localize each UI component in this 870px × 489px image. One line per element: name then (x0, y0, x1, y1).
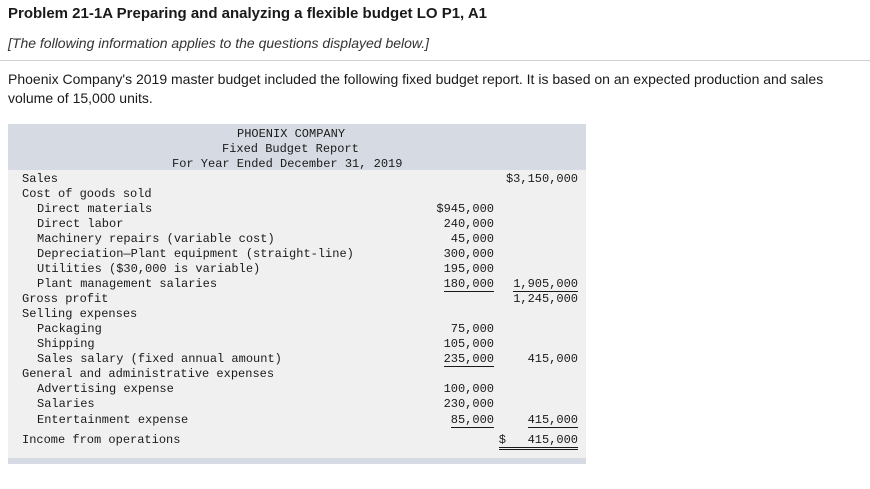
report-row: Shipping 105,000 (8, 337, 586, 352)
row-label: Packaging (37, 322, 102, 336)
section-divider (0, 60, 870, 61)
report-footer-bar (8, 458, 586, 464)
row-amount: 230,000 (443, 397, 494, 411)
report-name: Fixed Budget Report (222, 142, 359, 156)
report-row: Plant management salaries 180,000 1,905,… (8, 277, 586, 292)
row-label: Sales salary (fixed annual amount) (37, 352, 282, 366)
row-label: Income from operations (22, 433, 181, 447)
row-label: Selling expenses (22, 307, 138, 321)
row-label: Machinery repairs (variable cost) (37, 232, 275, 246)
row-amount: 105,000 (443, 337, 494, 351)
report-row: Depreciation—Plant equipment (straight-l… (8, 247, 586, 262)
report-row: Direct labor 240,000 (8, 217, 586, 232)
row-label: Direct materials (37, 202, 153, 216)
row-label: Gross profit (22, 292, 109, 306)
report-header (8, 124, 586, 170)
row-total: $ 415,000 (498, 433, 578, 450)
row-label: General and administrative expenses (22, 367, 275, 381)
row-label: Sales (22, 172, 59, 186)
report-row: Machinery repairs (variable cost) 45,000 (8, 232, 586, 247)
report-row: Packaging 75,000 (8, 322, 586, 337)
row-label: Cost of goods sold (22, 187, 152, 201)
row-amount: 235,000 (443, 352, 494, 367)
row-label: Advertising expense (37, 382, 174, 396)
problem-subtitle: [The following information applies to th… (8, 35, 430, 51)
row-amount: 300,000 (443, 247, 494, 261)
problem-title: Problem 21-1A Preparing and analyzing a … (8, 5, 488, 22)
report-row: General and administrative expenses (8, 367, 586, 382)
report-row: Income from operations $ 415,000 (8, 433, 586, 450)
report-row: Entertainment expense 85,000 415,000 (8, 413, 586, 428)
row-label: Depreciation—Plant equipment (straight-l… (37, 247, 354, 261)
row-amount: 240,000 (443, 217, 494, 231)
row-total: $3,150,000 (505, 172, 578, 186)
report-period: For Year Ended December 31, 2019 (172, 157, 403, 171)
row-amount: 100,000 (443, 382, 494, 396)
report-row: Sales $3,150,000 (8, 172, 586, 187)
row-amount: $945,000 (436, 202, 494, 216)
row-amount: 75,000 (450, 322, 494, 336)
row-total: 415,000 (527, 352, 578, 366)
row-label: Salaries (37, 397, 95, 411)
report-row: Direct materials $945,000 (8, 202, 586, 217)
report-row: Gross profit 1,245,000 (8, 292, 586, 307)
row-amount: 195,000 (443, 262, 494, 276)
row-label: Entertainment expense (37, 413, 189, 427)
row-label: Utilities ($30,000 is variable) (37, 262, 261, 276)
row-total: 1,905,000 (513, 277, 578, 292)
report-row: Cost of goods sold (8, 187, 586, 202)
problem-intro: Phoenix Company's 2019 master budget inc… (8, 71, 824, 106)
report-row: Advertising expense 100,000 (8, 382, 586, 397)
report-row: Selling expenses (8, 307, 586, 322)
report-row: Salaries 230,000 (8, 397, 586, 412)
row-label: Direct labor (37, 217, 124, 231)
row-total: 1,245,000 (513, 292, 578, 306)
row-label: Plant management salaries (37, 277, 218, 291)
report-company: PHOENIX COMPANY (237, 127, 346, 141)
report-row: Utilities ($30,000 is variable) 195,000 (8, 262, 586, 277)
row-label: Shipping (37, 337, 95, 351)
report-row: Sales salary (fixed annual amount) 235,0… (8, 352, 586, 367)
row-amount: 180,000 (443, 277, 494, 292)
row-amount: 85,000 (450, 413, 494, 428)
row-total: 415,000 (527, 413, 578, 428)
fixed-budget-report: PHOENIX COMPANY Fixed Budget Report For … (8, 124, 586, 464)
row-amount: 45,000 (450, 232, 494, 246)
